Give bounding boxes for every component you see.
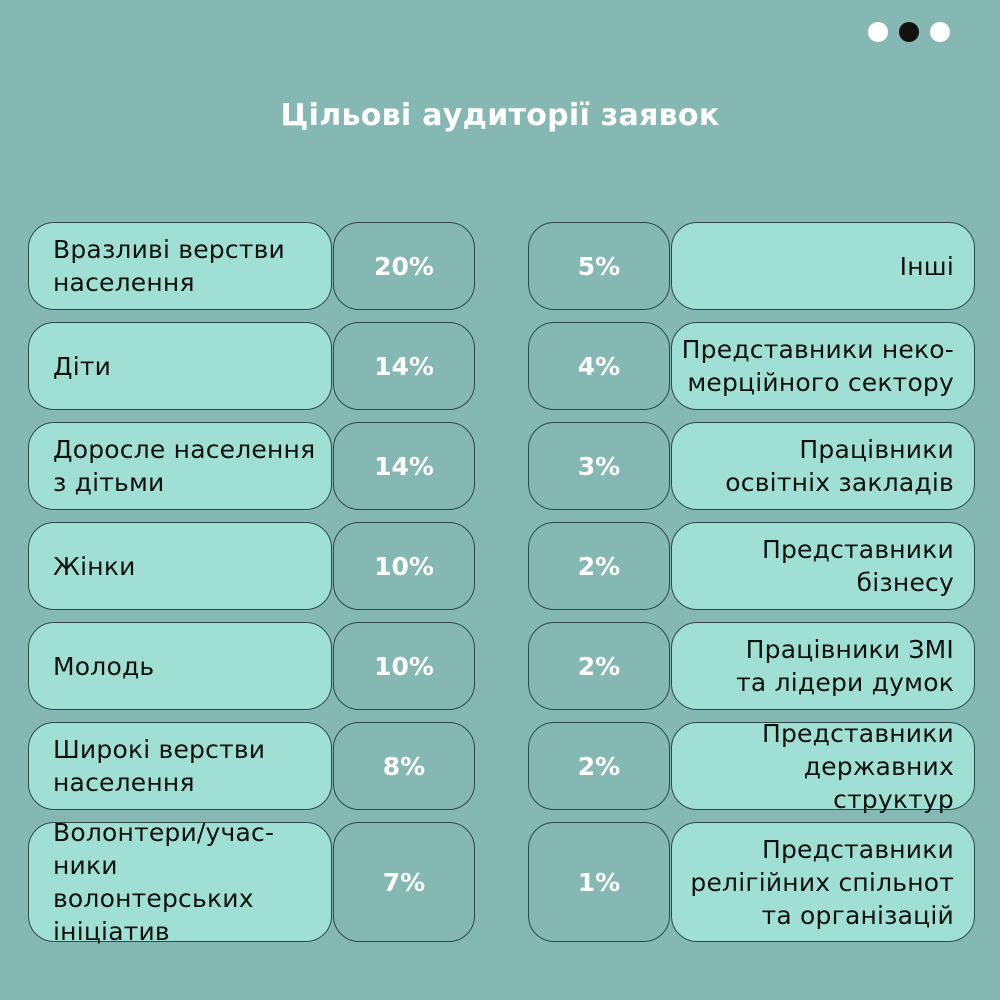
left-audience-label-text: Діти [53,351,112,381]
left-audience-percent: 20% [333,222,475,310]
right-audience-percent-text: 3% [577,451,621,481]
audience-row: Волонтери/учас- ники волонтерських ініці… [0,818,1000,946]
left-audience-percent: 8% [333,722,475,810]
left-audience-percent-text: 14% [374,451,434,481]
right-audience-label-text: Працівники ЗМІ та лідери думок [736,635,954,697]
right-audience-percent-text: 2% [577,551,621,581]
left-audience-label-text: Молодь [53,651,155,681]
right-audience-percent: 1% [528,822,670,942]
audience-row: Широкі верстви населення 8% 2% Представники… [0,719,1000,814]
left-audience-label-text: Широкі верстви населення [53,735,266,797]
left-audience-percent-text: 10% [374,551,434,581]
left-audience-label-text: Волонтери/учас- ники волонтерських ініці… [53,818,275,946]
left-audience-label-text: Доросле населення з дітьми [53,435,316,497]
right-audience-label-text: Представники неко- мерційного сектору [681,335,954,397]
pagination-dot-1[interactable] [868,22,888,42]
left-audience-percent-text: 10% [374,651,434,681]
right-audience-label-text: Працівники освітніх закладів [725,435,954,497]
left-audience-percent: 10% [333,522,475,610]
audience-row: Вразливі верстви населення 20% 5% Інші [0,222,1000,310]
right-audience-label-text: Представники бізнесу [761,535,954,597]
right-audience-label-text: Представники державних структур [761,718,954,814]
left-audience-label: Волонтери/учас- ники волонтерських ініці… [28,818,332,946]
right-audience-percent-text: 5% [577,251,621,281]
pagination-dot-2-active[interactable] [899,22,919,42]
left-audience-percent: 14% [333,322,475,410]
right-audience-label: Представники державних структур [671,719,975,814]
left-audience-label: Молодь [28,622,332,710]
page-title: Цільові аудиторії заявок [280,98,720,133]
audience-row: Молодь 10% 2% Працівники ЗМІ та лідери думо… [0,622,1000,710]
right-audience-percent: 2% [528,722,670,810]
right-audience-label-text: Інші [899,251,954,281]
audience-row: Жінки 10% 2% Представники бізнесу [0,522,1000,610]
left-audience-percent: 10% [333,622,475,710]
audience-row: Діти 14% 4% Представники неко- мерційного с… [0,322,1000,410]
audience-row: Доросле населення з дітьми 14% 3% Працівник… [0,422,1000,510]
pagination-dot-3[interactable] [930,22,950,42]
right-audience-percent: 4% [528,322,670,410]
right-audience-percent: 5% [528,222,670,310]
right-audience-label: Працівники освітніх закладів [671,422,975,510]
right-audience-percent-text: 2% [577,651,621,681]
pagination-dots [868,22,952,44]
left-audience-label: Вразливі верстви населення [28,222,332,310]
right-audience-label: Представники бізнесу [671,522,975,610]
right-audience-percent: 2% [528,622,670,710]
right-audience-label: Представники релігійних спільнот та орга… [671,822,975,942]
right-audience-percent-text: 4% [577,351,621,381]
left-audience-label: Жінки [28,522,332,610]
left-audience-label: Широкі верстви населення [28,722,332,810]
right-audience-percent-text: 1% [577,867,621,897]
left-audience-label: Доросле населення з дітьми [28,422,332,510]
left-audience-percent: 7% [333,822,475,942]
left-audience-percent-text: 20% [374,251,434,281]
right-audience-percent: 2% [528,522,670,610]
left-audience-label-text: Вразливі верстви населення [53,235,285,297]
right-audience-label-text: Представники релігійних спільнот та орга… [690,834,954,930]
left-audience-percent-text: 14% [374,351,434,381]
right-audience-percent: 3% [528,422,670,510]
left-audience-percent-text: 7% [382,867,426,897]
left-audience-percent: 14% [333,422,475,510]
right-audience-label: Інші [671,222,975,310]
left-audience-label: Діти [28,322,332,410]
left-audience-label-text: Жінки [53,551,136,581]
right-audience-percent-text: 2% [577,751,621,781]
left-audience-percent-text: 8% [382,751,426,781]
right-audience-label: Працівники ЗМІ та лідери думок [671,622,975,710]
right-audience-label: Представники неко- мерційного сектору [671,322,975,410]
